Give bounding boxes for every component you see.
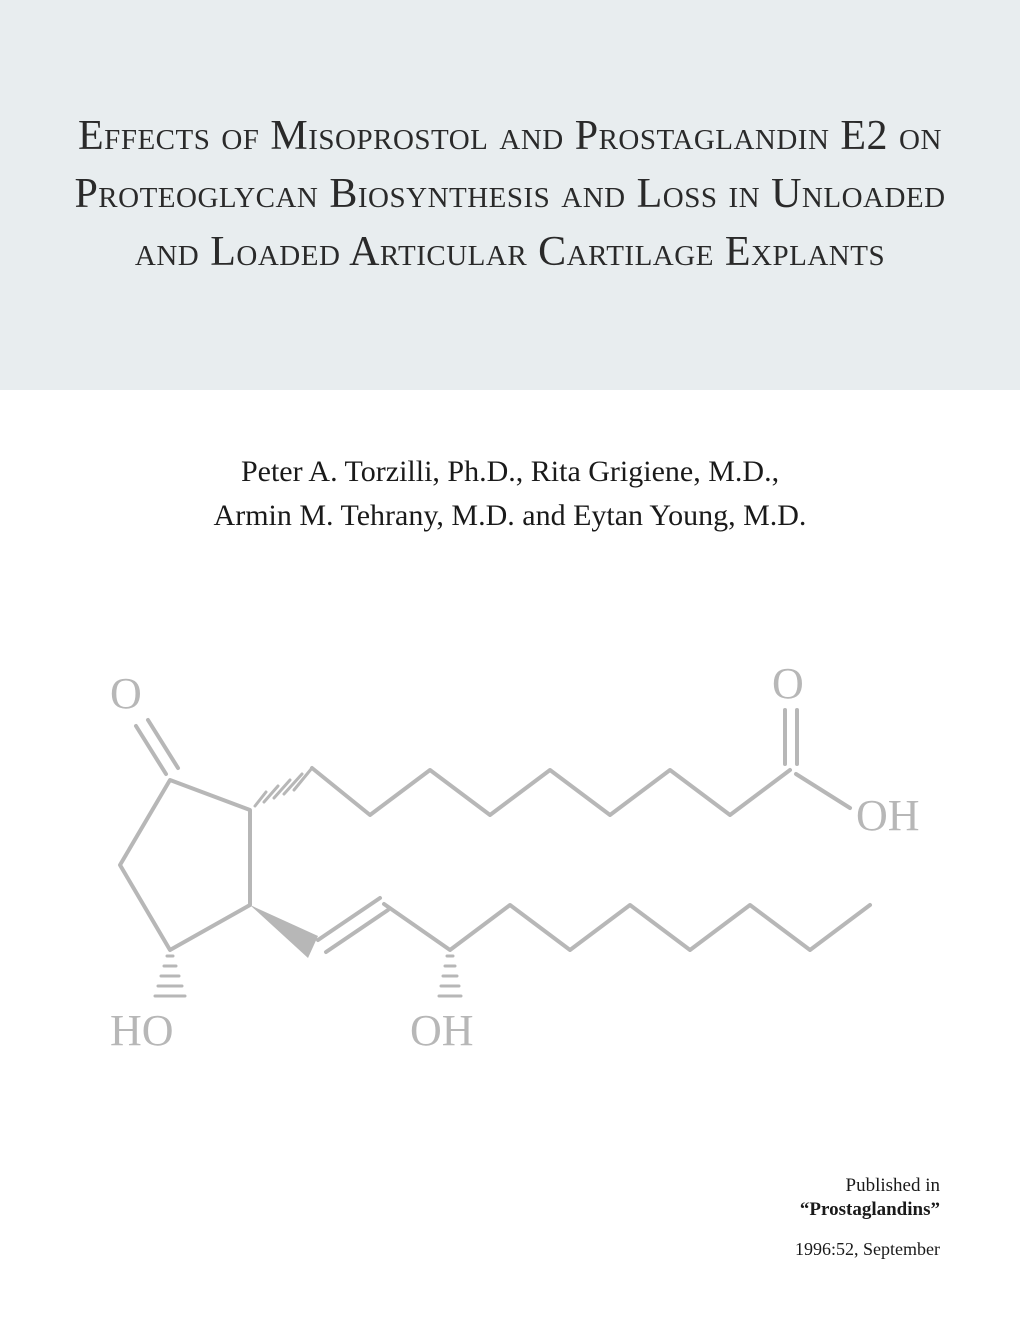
publication-label: Published in <box>795 1175 940 1197</box>
authors-block: Peter A. Torzilli, Ph.D., Rita Grigiene,… <box>0 450 1020 537</box>
label-O-top-right: O <box>772 659 804 708</box>
label-OH-right: OH <box>856 791 920 840</box>
cover-page: Effects of Misoprostol and Prostaglandin… <box>0 0 1020 1320</box>
label-HO-bottom: HO <box>110 1006 174 1055</box>
authors-line-1: Peter A. Torzilli, Ph.D., Rita Grigiene,… <box>0 450 1020 494</box>
title-band: Effects of Misoprostol and Prostaglandin… <box>0 0 1020 390</box>
label-O-top-left: O <box>110 669 142 718</box>
publication-journal: “Prostaglandins” <box>795 1199 940 1221</box>
publication-block: Published in “Prostaglandins” 1996:52, S… <box>795 1175 940 1260</box>
label-OH-bottom: OH <box>410 1006 474 1055</box>
publication-citation: 1996:52, September <box>795 1239 940 1260</box>
authors-line-2: Armin M. Tehrany, M.D. and Eytan Young, … <box>0 494 1020 538</box>
paper-title: Effects of Misoprostol and Prostaglandin… <box>60 108 960 282</box>
molecule-diagram: O O OH HO OH <box>50 640 970 1100</box>
